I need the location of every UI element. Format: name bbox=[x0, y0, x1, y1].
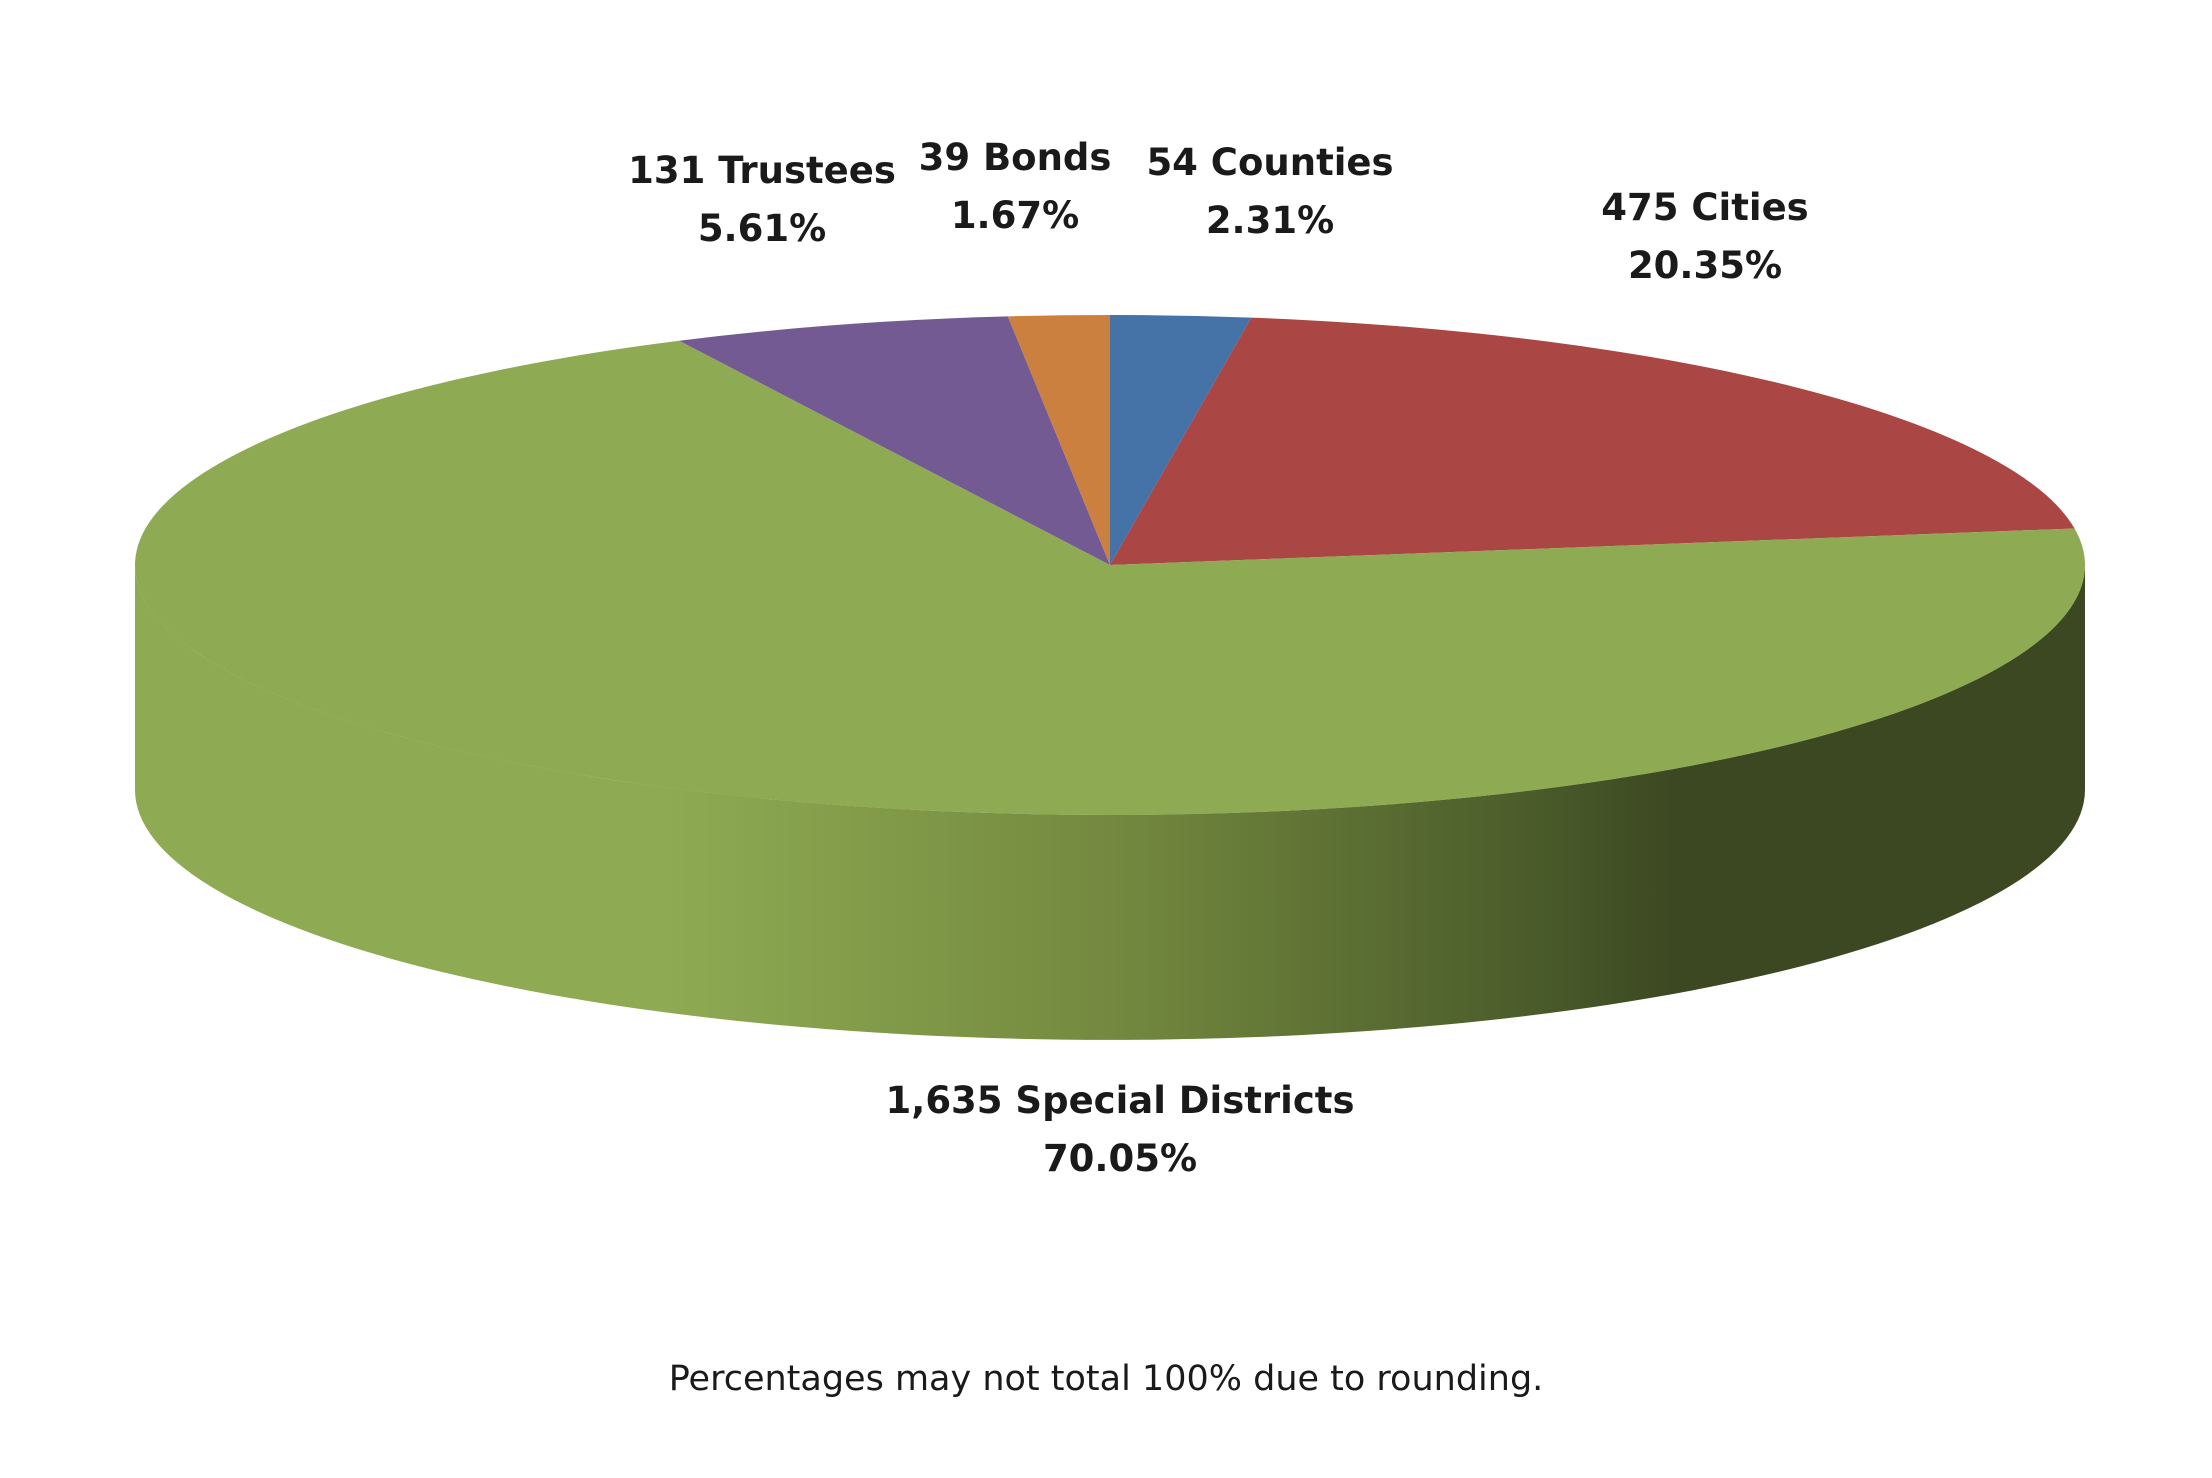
slice-label-trustees: 131 Trustees 5.61% bbox=[628, 149, 896, 250]
slice-percent-label: 20.35% bbox=[1628, 244, 1782, 287]
slice-count-label: 131 Trustees bbox=[628, 149, 896, 192]
pie-slice-trustees bbox=[679, 316, 1110, 565]
pie-side-wall bbox=[135, 565, 2085, 1040]
pie-top-layer bbox=[134, 315, 2085, 815]
slice-percent-label: 70.05% bbox=[1043, 1137, 1197, 1180]
slice-count-label: 39 Bonds bbox=[919, 136, 1112, 179]
slice-count-label: 1,635 Special Districts bbox=[886, 1079, 1355, 1122]
slice-percent-label: 1.67% bbox=[951, 194, 1079, 237]
slice-label-bonds: 39 Bonds 1.67% bbox=[919, 136, 1112, 237]
pie-slice-counties bbox=[1110, 315, 1252, 565]
slice-percent-label: 2.31% bbox=[1206, 199, 1334, 242]
pie-side-layer bbox=[135, 565, 2085, 1040]
pie-slice-cities bbox=[1110, 317, 2075, 565]
slice-percent-label: 5.61% bbox=[698, 207, 826, 250]
slice-label-special-districts: 1,635 Special Districts 70.05% bbox=[886, 1079, 1355, 1180]
slice-labels: 54 Counties 2.31% 475 Cities 20.35% 1,635 Sp… bbox=[628, 136, 1809, 1180]
pie-slice-special-districts bbox=[134, 340, 2085, 815]
chart-footnote: Percentages may not total 100% due to ro… bbox=[669, 1359, 1544, 1399]
pie-slice-bonds bbox=[1007, 315, 1110, 565]
slice-count-label: 475 Cities bbox=[1601, 186, 1808, 229]
slice-count-label: 54 Counties bbox=[1146, 141, 1393, 184]
slice-label-cities: 475 Cities 20.35% bbox=[1601, 186, 1808, 287]
slice-label-counties: 54 Counties 2.31% bbox=[1146, 141, 1393, 242]
